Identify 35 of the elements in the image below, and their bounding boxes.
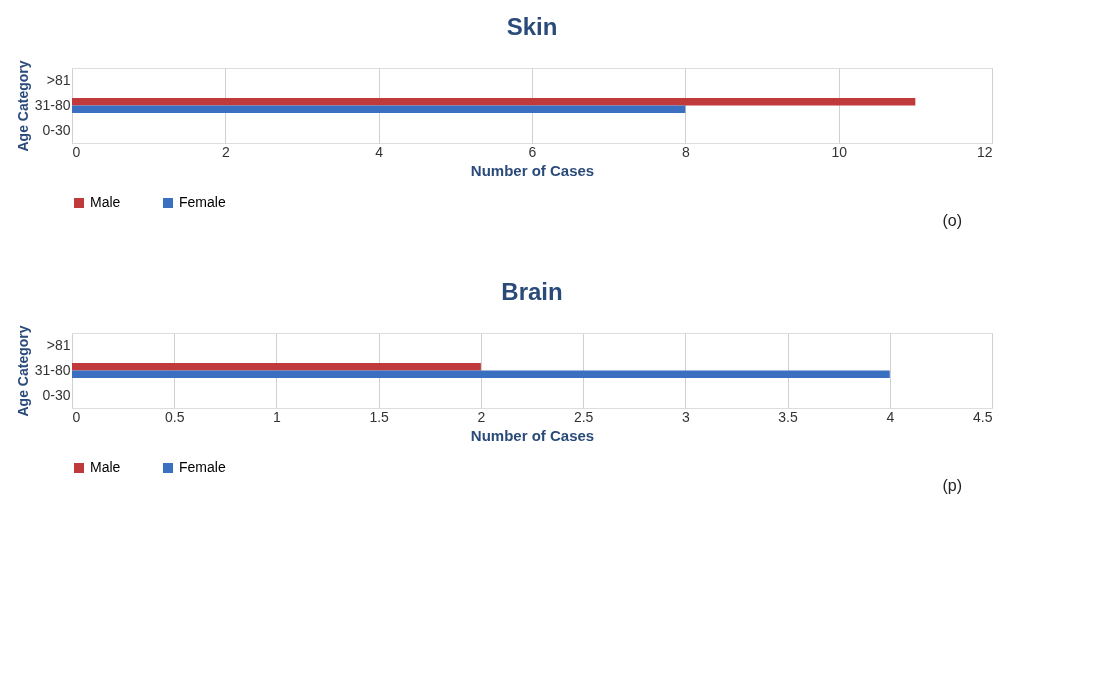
x-axis-title: Number of Cases — [470, 426, 595, 444]
y-tick-label: 0-30 — [42, 386, 71, 403]
y-tick-label: 31-80 — [34, 361, 71, 378]
x-tick-label: 1 — [273, 408, 282, 425]
legend-label: Female — [179, 194, 226, 210]
chart-title: Brain — [501, 277, 563, 305]
x-tick-label: 0 — [72, 408, 81, 425]
x-tick-label: 4 — [375, 143, 384, 160]
x-axis-title: Number of Cases — [470, 161, 595, 179]
x-tick-label: 0 — [72, 143, 81, 160]
legend-label: Female — [179, 459, 226, 475]
x-tick-label: 8 — [681, 143, 690, 160]
x-tick-label: 12 — [976, 143, 993, 160]
text: (p) — [942, 477, 962, 494]
y-tick-label: >81 — [46, 336, 71, 353]
x-tick-label: 3.5 — [778, 408, 798, 425]
y-tick-label: >81 — [46, 71, 71, 88]
x-tick-label: 2.5 — [573, 408, 594, 425]
x-tick-label: 4.5 — [973, 408, 993, 425]
x-tick-label: 4 — [886, 408, 895, 425]
y-tick-label: 31-80 — [34, 96, 71, 113]
x-tick-label: 2 — [477, 408, 486, 425]
x-tick-label: 6 — [528, 143, 537, 160]
x-tick-label: 2 — [221, 143, 230, 160]
x-tick-label: 10 — [831, 143, 848, 160]
y-tick-label: 0-30 — [42, 121, 71, 138]
legend-label: Male — [90, 194, 121, 210]
chart-title: Skin — [506, 12, 558, 40]
x-tick-label: 1.5 — [369, 408, 390, 425]
text: (o) — [942, 212, 962, 229]
x-tick-label: 3 — [681, 408, 690, 425]
y-axis-title: Age Category — [14, 325, 31, 417]
x-tick-label: 0.5 — [164, 408, 185, 425]
y-axis-title: Age Category — [14, 60, 31, 152]
legend-label: Male — [90, 459, 121, 475]
